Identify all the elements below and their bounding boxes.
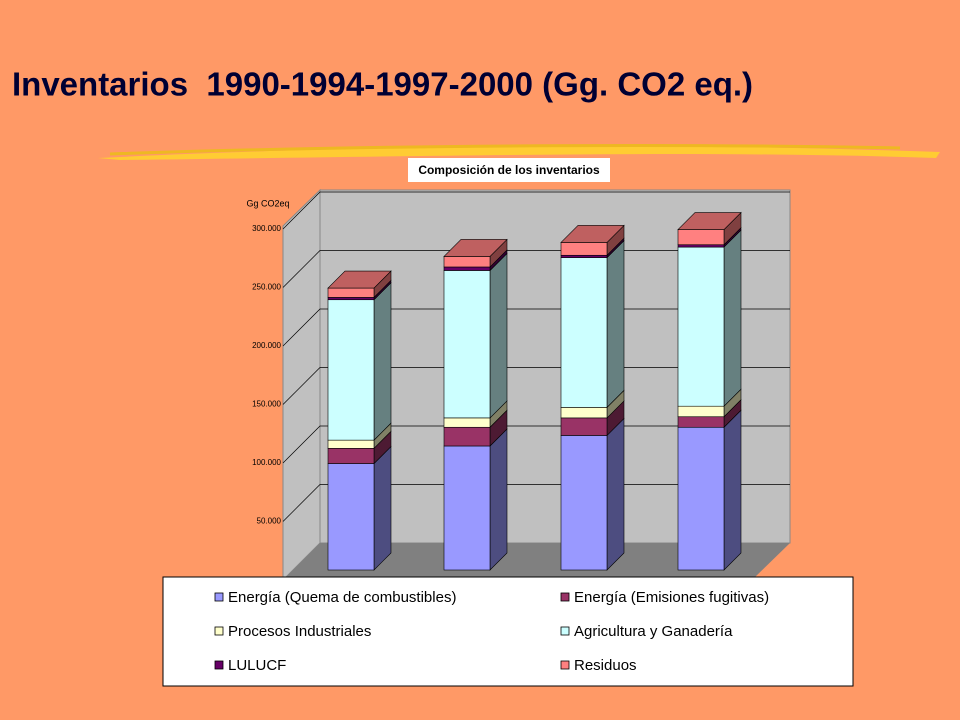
legend-label: Energía (Quema de combustibles)	[228, 589, 456, 606]
grid-line	[282, 367, 790, 405]
y-axis-label: Gg CO2eq	[246, 198, 289, 208]
legend-swatch	[560, 660, 570, 670]
slide-title: Inventarios 1990-1994-1997-2000 (Gg. CO2…	[12, 66, 753, 103]
y-tick-label: 200.000	[252, 341, 281, 350]
y-tick-label: 150.000	[252, 400, 281, 409]
plot: 50.000 100.000 150.000 200.000 250.000 300.00…	[252, 191, 790, 571]
bar-top	[327, 270, 392, 289]
bar	[677, 229, 725, 246]
bar-side	[373, 282, 392, 441]
bar-top	[443, 239, 508, 257]
y-tick-label: 300.000	[252, 224, 281, 233]
legend-label: Residuos	[574, 657, 637, 674]
bar-side	[489, 428, 508, 571]
bar-side	[606, 417, 625, 571]
bar-side	[723, 229, 742, 407]
bar	[443, 266, 491, 271]
bar-top	[560, 225, 625, 243]
bar	[443, 256, 491, 268]
subtitle-box	[408, 158, 610, 182]
bar	[560, 435, 608, 571]
grid-line	[282, 425, 790, 464]
bar	[443, 417, 491, 428]
brush-stroke-line	[109, 144, 901, 156]
grid-line	[282, 308, 790, 347]
bar	[677, 426, 725, 571]
legend	[162, 576, 854, 687]
bar	[327, 439, 375, 449]
bar-side	[489, 252, 508, 419]
legend-swatch	[214, 592, 224, 602]
bar-top	[677, 212, 742, 230]
bar	[443, 445, 491, 571]
bar	[327, 448, 375, 464]
y-tick-label: 50.000	[257, 517, 282, 526]
grid-line	[282, 484, 790, 522]
bar	[443, 270, 491, 419]
bar	[327, 297, 375, 301]
legend-entries: Energía (Quema de combustibles) Energía (…	[214, 589, 769, 674]
bar	[560, 417, 608, 436]
legend-swatch	[560, 626, 570, 636]
legend-swatch	[214, 660, 224, 670]
bar	[327, 287, 375, 298]
legend-label: Procesos Industriales	[228, 623, 371, 640]
side-wall	[282, 188, 321, 582]
bar	[560, 407, 608, 419]
bar	[677, 405, 725, 418]
grid-line	[282, 250, 790, 288]
floor	[283, 543, 790, 580]
y-tick-label: 100.000	[252, 458, 281, 467]
bar-side	[373, 445, 392, 571]
legend-label: LULUCF	[228, 657, 286, 674]
bar	[327, 463, 375, 571]
bar	[677, 416, 725, 428]
bar	[560, 254, 608, 258]
grid-line	[282, 191, 790, 230]
bar	[443, 426, 491, 447]
bar	[677, 244, 725, 248]
legend-label: Energía (Emisiones fugitivas)	[574, 589, 769, 606]
legend-label: Agricultura y Ganadería	[574, 623, 733, 640]
y-tick-label: 250.000	[252, 283, 281, 292]
bar	[327, 299, 375, 441]
bar-side	[723, 409, 742, 571]
bar	[560, 257, 608, 408]
bar-side	[606, 239, 625, 409]
bar	[560, 242, 608, 256]
brush-stroke	[98, 145, 940, 160]
bar	[677, 246, 725, 407]
chart-subtitle: Composición de los inventarios	[418, 163, 600, 177]
legend-swatch	[560, 592, 570, 602]
legend-swatch	[214, 626, 224, 636]
